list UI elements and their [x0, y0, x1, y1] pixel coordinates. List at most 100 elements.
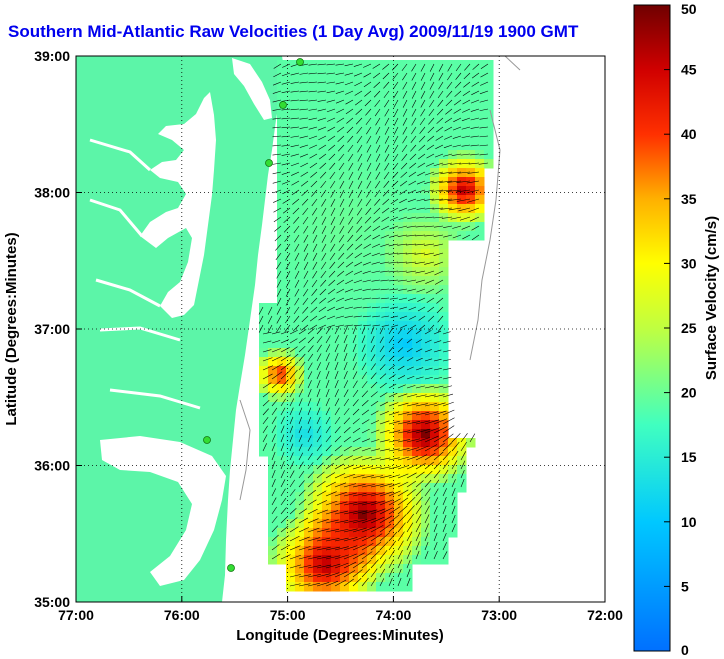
velocity-cell: [421, 69, 431, 79]
velocity-arrow: [301, 324, 309, 331]
velocity-arrow: [345, 279, 354, 285]
velocity-cell: [421, 339, 431, 349]
velocity-arrow: [334, 571, 348, 578]
velocity-arrow: [436, 297, 444, 304]
velocity-arrow: [325, 462, 334, 470]
velocity-cell: [304, 249, 314, 259]
velocity-cell: [358, 573, 368, 583]
velocity-cell: [295, 114, 305, 124]
velocity-arrow: [343, 537, 358, 542]
velocity-arrow: [379, 578, 385, 587]
velocity-arrow: [450, 162, 462, 165]
velocity-cell: [277, 78, 287, 88]
velocity-arrow: [372, 72, 381, 79]
velocity-cell: [295, 150, 305, 160]
velocity-cell: [349, 195, 359, 205]
velocity-cell: [412, 78, 422, 88]
velocity-cell: [403, 429, 413, 439]
velocity-arrow: [334, 326, 340, 335]
velocity-arrow: [303, 225, 309, 234]
velocity-arrow: [370, 457, 382, 461]
velocity-cell: [385, 96, 395, 106]
velocity-cell: [286, 366, 296, 376]
velocity-arrow: [437, 315, 444, 323]
velocity-arrow: [388, 490, 401, 497]
velocity-cell: [376, 438, 386, 448]
velocity-cell: [394, 555, 404, 565]
velocity-cell: [349, 141, 359, 151]
velocity-arrow: [292, 207, 300, 215]
velocity-arrow: [280, 416, 285, 425]
velocity-arrow: [414, 261, 426, 264]
velocity-cell: [439, 465, 449, 475]
velocity-cell: [286, 339, 296, 349]
velocity-cell: [412, 420, 422, 430]
velocity-cell: [448, 105, 458, 115]
velocity-cell: [322, 555, 332, 565]
velocity-arrow: [447, 63, 453, 72]
velocity-cell: [349, 573, 359, 583]
velocity-arrow: [326, 315, 336, 320]
velocity-arrow: [334, 398, 340, 407]
velocity-arrow: [433, 252, 444, 256]
velocity-arrow: [451, 460, 458, 470]
velocity-arrow: [411, 117, 417, 126]
velocity-arrow: [327, 126, 336, 132]
velocity-cell: [403, 150, 413, 160]
velocity-arrow: [406, 412, 420, 416]
x-tick-label: 73:00: [481, 607, 517, 623]
velocity-cell: [421, 555, 431, 565]
velocity-arrow: [471, 90, 480, 96]
velocity-arrow: [344, 63, 354, 67]
velocity-arrow: [316, 480, 326, 488]
velocity-cell: [448, 132, 458, 142]
velocity-cell: [484, 159, 494, 169]
velocity-cell: [340, 420, 350, 430]
velocity-arrow: [402, 72, 408, 81]
velocity-cell: [331, 429, 341, 439]
velocity-cell: [349, 168, 359, 178]
velocity-arrow: [417, 306, 426, 312]
velocity-arrow: [327, 117, 336, 122]
velocity-cell: [439, 501, 449, 511]
velocity-cell: [277, 501, 287, 511]
velocity-cell: [412, 159, 422, 169]
velocity-arrow: [397, 505, 408, 515]
velocity-arrow: [361, 326, 366, 335]
velocity-cell: [376, 402, 386, 412]
velocity-cell: [340, 357, 350, 367]
velocity-cell: [331, 456, 341, 466]
velocity-arrow: [348, 162, 354, 171]
velocity-cell: [376, 195, 386, 205]
velocity-cell: [394, 276, 404, 286]
velocity-arrow: [406, 531, 413, 542]
x-axis-label: Longitude (Degrees:Minutes): [236, 627, 444, 644]
velocity-arrow: [462, 99, 471, 105]
velocity-arrow: [363, 252, 372, 258]
velocity-arrow: [321, 198, 327, 207]
velocity-cell: [313, 564, 323, 574]
velocity-cell: [322, 456, 332, 466]
velocity-cell: [412, 438, 422, 448]
velocity-cell: [349, 285, 359, 295]
velocity-cell: [331, 213, 341, 223]
velocity-cell: [430, 357, 440, 367]
velocity-cell: [340, 411, 350, 421]
velocity-cell: [376, 483, 386, 493]
velocity-cell: [385, 339, 395, 349]
velocity-arrow: [402, 117, 408, 126]
velocity-arrow: [267, 306, 273, 315]
velocity-cell: [475, 177, 485, 187]
velocity-arrow: [289, 389, 295, 398]
velocity-arrow: [406, 270, 417, 273]
velocity-cell: [286, 330, 296, 340]
velocity-cell: [349, 438, 359, 448]
velocity-arrow: [439, 198, 453, 201]
velocity-arrow: [379, 327, 384, 335]
velocity-cell: [403, 375, 413, 385]
velocity-cell: [331, 564, 341, 574]
velocity-arrow: [401, 63, 408, 72]
velocity-cell: [322, 330, 332, 340]
velocity-cell: [448, 222, 458, 232]
velocity-cell: [340, 195, 350, 205]
